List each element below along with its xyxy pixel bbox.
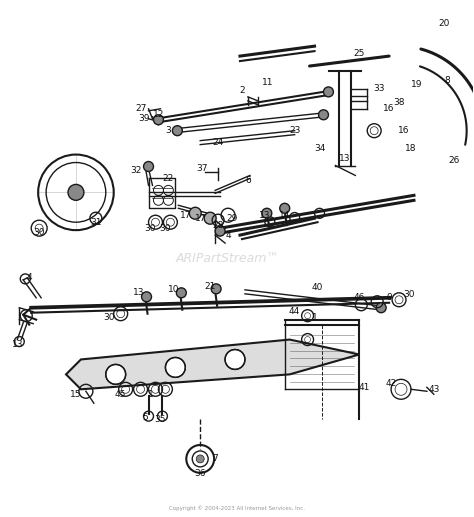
Text: 2: 2 (239, 86, 245, 96)
Text: 13: 13 (133, 288, 144, 297)
Text: ARIPartStream™: ARIPartStream™ (176, 252, 280, 265)
Text: 38: 38 (393, 98, 405, 108)
Text: 17: 17 (194, 214, 206, 223)
Circle shape (144, 161, 154, 172)
Text: 41: 41 (358, 383, 370, 392)
Text: 24: 24 (212, 138, 224, 147)
Text: 9: 9 (386, 293, 392, 302)
Text: 35: 35 (155, 415, 166, 423)
Text: 13: 13 (11, 340, 23, 349)
Circle shape (189, 207, 201, 219)
Text: 18: 18 (405, 144, 417, 153)
Text: 16: 16 (383, 104, 395, 113)
Text: 13: 13 (338, 154, 350, 163)
Circle shape (376, 303, 386, 313)
Text: 30: 30 (33, 227, 45, 237)
Circle shape (262, 208, 272, 218)
Text: 28: 28 (212, 221, 224, 230)
Text: 30: 30 (103, 313, 115, 322)
Text: 25: 25 (354, 49, 365, 57)
Circle shape (280, 203, 290, 213)
Circle shape (196, 455, 204, 463)
Circle shape (204, 212, 216, 224)
Circle shape (154, 115, 164, 125)
Text: 36: 36 (194, 469, 206, 478)
Text: 16: 16 (398, 126, 410, 135)
Text: 11: 11 (262, 79, 273, 87)
Text: 27: 27 (135, 104, 146, 113)
Text: 40: 40 (312, 283, 323, 292)
Text: 10: 10 (168, 285, 179, 294)
Text: 12: 12 (153, 110, 164, 119)
Text: 37: 37 (196, 164, 208, 173)
Circle shape (142, 292, 152, 302)
Text: 29: 29 (227, 214, 238, 223)
Polygon shape (66, 340, 359, 389)
Text: 4: 4 (225, 231, 231, 239)
Circle shape (319, 110, 328, 120)
Text: 7: 7 (212, 454, 218, 463)
Circle shape (106, 364, 126, 384)
Text: 34: 34 (314, 144, 325, 153)
Text: 26: 26 (448, 156, 459, 165)
Text: 17: 17 (180, 211, 191, 220)
Text: Copyright © 2004-2023 All Internet Services, Inc.: Copyright © 2004-2023 All Internet Servi… (169, 506, 305, 511)
Text: 1: 1 (147, 390, 154, 399)
Text: 1: 1 (312, 313, 318, 322)
Text: 42: 42 (385, 379, 397, 388)
Text: 6: 6 (245, 176, 251, 185)
Text: 19: 19 (411, 81, 423, 89)
Text: 43: 43 (428, 385, 439, 394)
Text: 30: 30 (160, 224, 171, 233)
Circle shape (215, 226, 225, 236)
Circle shape (165, 357, 185, 377)
Text: 4: 4 (27, 273, 32, 282)
Circle shape (68, 185, 84, 200)
Text: 15: 15 (70, 390, 82, 399)
Circle shape (225, 349, 245, 370)
Text: 21: 21 (204, 282, 216, 292)
Text: 45: 45 (115, 390, 127, 399)
Text: 44: 44 (289, 307, 301, 316)
Circle shape (211, 284, 221, 294)
Text: 30: 30 (403, 291, 415, 299)
Text: 22: 22 (163, 174, 174, 183)
Circle shape (176, 288, 186, 298)
Text: 13: 13 (259, 211, 271, 220)
Text: 3: 3 (165, 126, 171, 135)
Text: 8: 8 (444, 77, 450, 85)
Text: 33: 33 (374, 84, 385, 94)
Text: 23: 23 (289, 126, 301, 135)
Text: 32: 32 (130, 166, 141, 175)
Text: 5: 5 (143, 413, 148, 422)
Text: 14: 14 (279, 211, 291, 220)
Text: 39: 39 (138, 114, 149, 123)
Text: 46: 46 (354, 293, 365, 302)
Text: 20: 20 (438, 19, 449, 28)
Circle shape (173, 126, 182, 135)
Circle shape (323, 87, 333, 97)
Text: 30: 30 (145, 224, 156, 233)
Text: 31: 31 (90, 218, 101, 226)
